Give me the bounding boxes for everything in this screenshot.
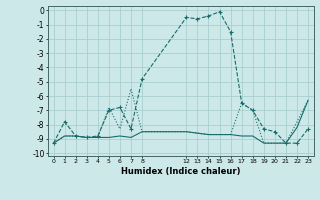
X-axis label: Humidex (Indice chaleur): Humidex (Indice chaleur) — [121, 167, 241, 176]
